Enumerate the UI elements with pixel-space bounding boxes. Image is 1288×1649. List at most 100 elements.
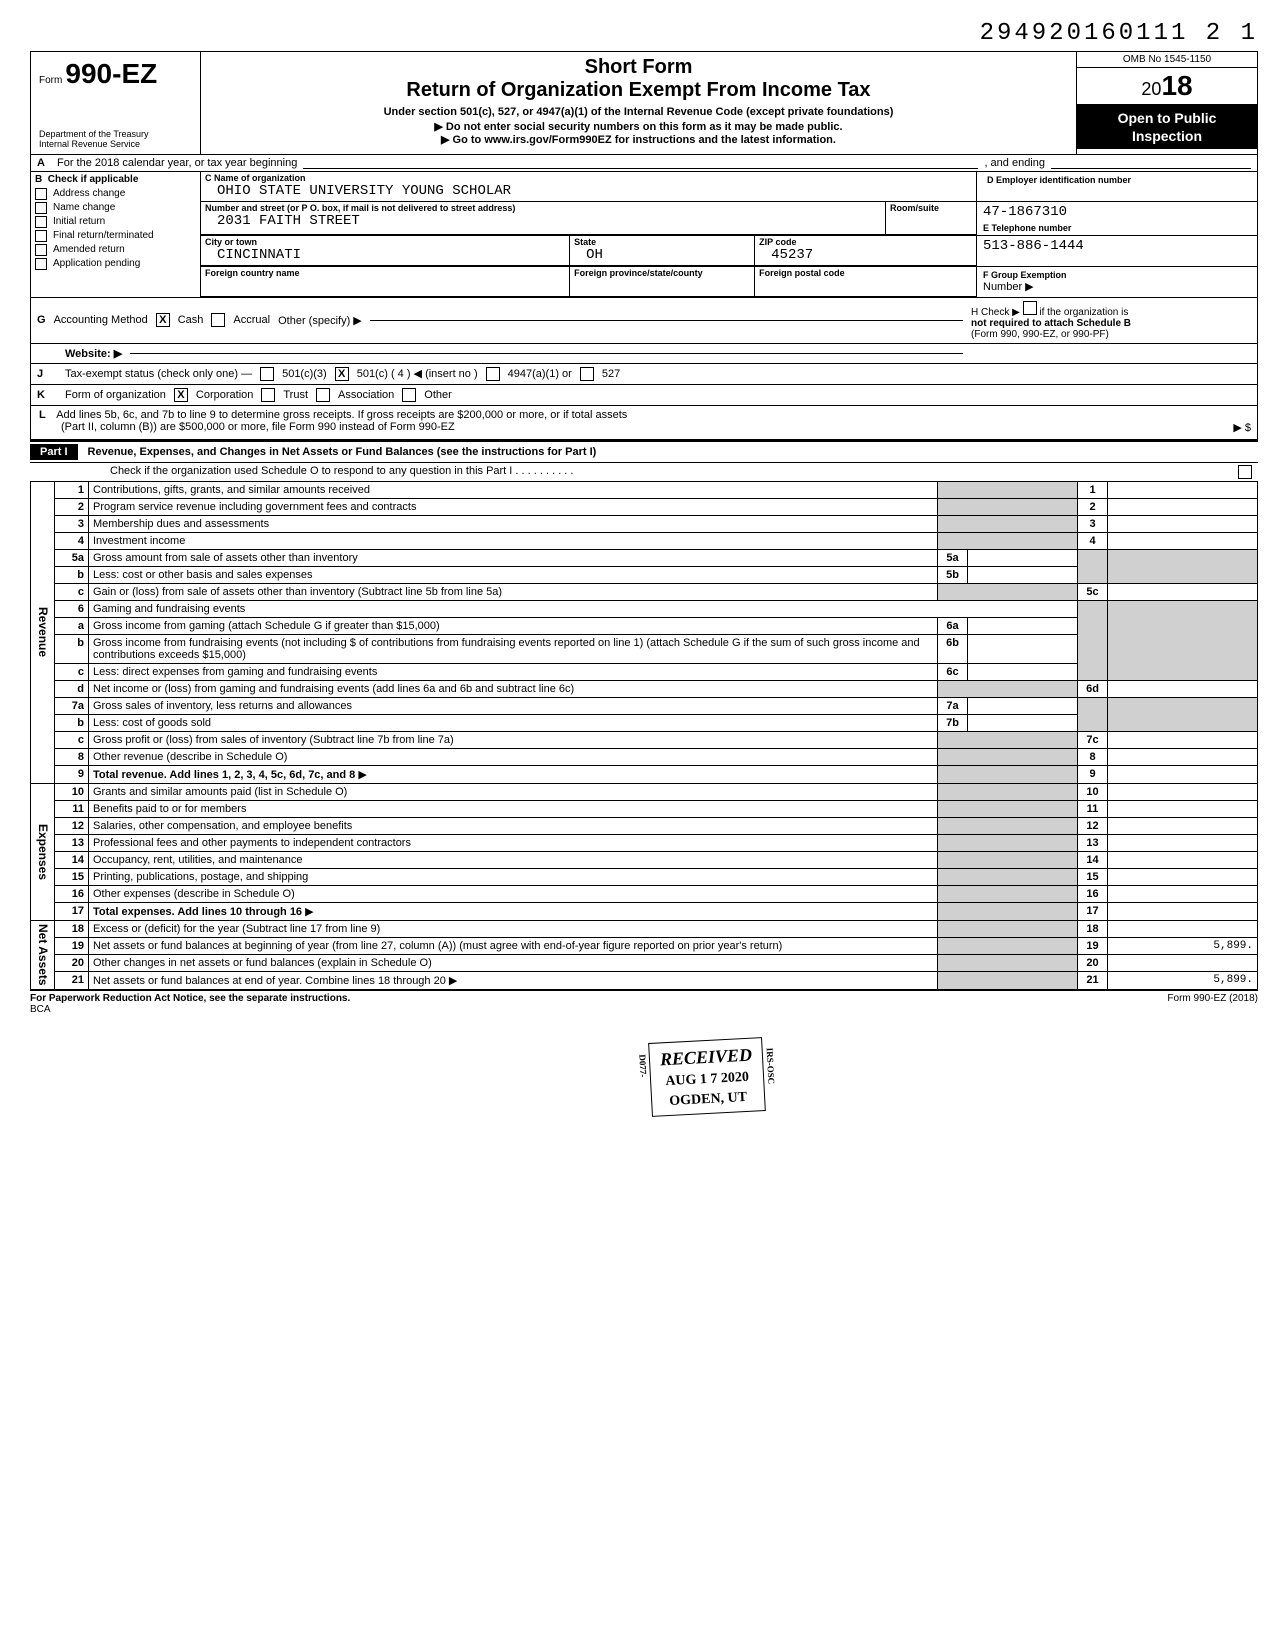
title-short: Short Form — [211, 56, 1066, 79]
omb: OMB No 1545-1150 — [1077, 52, 1257, 68]
part1-title: Revenue, Expenses, and Changes in Net As… — [88, 446, 597, 458]
table-row: 14Occupancy, rent, utilities, and mainte… — [31, 851, 1258, 868]
chk-other-org[interactable] — [402, 388, 416, 402]
street-address: 2031 FAITH STREET — [201, 213, 885, 231]
table-row: 9Total revenue. Add lines 1, 2, 3, 4, 5c… — [31, 765, 1258, 783]
side-net-assets: Net Assets — [31, 920, 55, 989]
chk-h[interactable] — [1023, 301, 1037, 315]
label-f-num: Number ▶ — [983, 280, 1251, 293]
table-row: 19Net assets or fund balances at beginni… — [31, 937, 1258, 954]
form-id-box: Form 990-EZ Department of the Treasury I… — [31, 52, 201, 154]
table-row: 17Total expenses. Add lines 10 through 1… — [31, 902, 1258, 920]
side-expenses: Expenses — [31, 783, 55, 920]
label-l: L — [39, 409, 46, 421]
label-d: D Employer identification number — [983, 174, 1251, 185]
chk-amended-return[interactable]: Amended return — [31, 243, 200, 257]
label-state: State — [570, 236, 754, 247]
label-h: H Check ▶ — [971, 307, 1020, 318]
chk-527[interactable] — [580, 367, 594, 381]
label-c-name: C Name of organization — [201, 172, 976, 183]
form-word: Form — [39, 75, 62, 86]
accounting-method-label: Accounting Method — [54, 314, 148, 326]
label-4947: 4947(a)(1) or — [508, 368, 572, 380]
label-city: City or town — [201, 236, 569, 247]
table-row: 16Other expenses (describe in Schedule O… — [31, 885, 1258, 902]
title-donot: ▶ Do not enter social security numbers o… — [211, 120, 1066, 133]
title-return: Return of Organization Exempt From Incom… — [211, 79, 1066, 102]
other-method-input[interactable] — [370, 320, 963, 321]
row-g: G Accounting Method XCash Accrual Other … — [30, 297, 1258, 343]
table-row: 11Benefits paid to or for members11 — [31, 800, 1258, 817]
label-assoc: Association — [338, 389, 394, 401]
chk-assoc[interactable] — [316, 388, 330, 402]
chk-trust[interactable] — [261, 388, 275, 402]
chk-501c3[interactable] — [260, 367, 274, 381]
label-b: B — [35, 174, 42, 185]
table-row: 2Program service revenue including gover… — [31, 498, 1258, 515]
row-website: Website: ▶ — [30, 343, 1258, 363]
tax-year-end[interactable] — [1051, 157, 1251, 169]
line-20-desc: Other changes in net assets or fund bala… — [93, 957, 432, 969]
line-19-desc: Net assets or fund balances at beginning… — [93, 940, 782, 952]
chk-4947[interactable] — [486, 367, 500, 381]
received-stamp: D077- RECEIVED AUG 1 7 2020 OGDEN, UT IR… — [648, 1037, 766, 1117]
label-room: Room/suite — [886, 202, 976, 213]
open-line1: Open to Public — [1079, 109, 1255, 127]
label-e: E Telephone number — [983, 222, 1251, 233]
tax-exempt-label: Tax-exempt status (check only one) — — [65, 368, 252, 380]
chk-final-return[interactable]: Final return/terminated — [31, 229, 200, 243]
chk-schedule-o-part1[interactable] — [1238, 465, 1252, 479]
part1-sub-text: Check if the organization used Schedule … — [110, 465, 573, 477]
checkbox-icon[interactable] — [35, 188, 47, 200]
form-header: Form 990-EZ Department of the Treasury I… — [30, 51, 1258, 154]
line-6-desc: Gaming and fundraising events — [93, 603, 245, 615]
zip: 45237 — [755, 247, 976, 265]
chk-address-change[interactable]: Address change — [31, 187, 200, 201]
chk-name-change[interactable]: Name change — [31, 201, 200, 215]
checkbox-icon[interactable] — [35, 202, 47, 214]
footer-bca: BCA — [30, 1004, 51, 1015]
table-row: cGain or (loss) from sale of assets othe… — [31, 583, 1258, 600]
checkbox-icon[interactable] — [35, 230, 47, 242]
table-row: Expenses 10Grants and similar amounts pa… — [31, 783, 1258, 800]
line-21-desc: Net assets or fund balances at end of ye… — [93, 975, 446, 987]
table-row: cLess: direct expenses from gaming and f… — [31, 663, 1258, 680]
stamp-side2: IRS-OSC — [763, 1047, 777, 1084]
part1-tag: Part I — [30, 444, 78, 460]
title-under: Under section 501(c), 527, or 4947(a)(1)… — [211, 106, 1066, 118]
chk-501c[interactable]: X — [335, 367, 349, 381]
ein: 47-1867310 — [983, 204, 1251, 222]
label-corp: Corporation — [196, 389, 253, 401]
line-8-desc: Other revenue (describe in Schedule O) — [93, 751, 287, 763]
label-527: 527 — [602, 368, 620, 380]
chk-corp[interactable]: X — [174, 388, 188, 402]
checkbox-icon[interactable] — [35, 244, 47, 256]
l-text2: (Part II, column (B)) are $500,000 or mo… — [61, 421, 455, 433]
line-5b-desc: Less: cost or other basis and sales expe… — [93, 569, 313, 581]
l-arrow: ▶ $ — [1233, 421, 1251, 434]
chk-cash[interactable]: X — [156, 313, 170, 327]
chk-initial-return[interactable]: Initial return — [31, 215, 200, 229]
line-12-desc: Salaries, other compensation, and employ… — [93, 820, 352, 832]
dln: 294920160111 2 1 — [30, 20, 1258, 47]
table-row: cGross profit or (loss) from sales of in… — [31, 731, 1258, 748]
table-row: 8Other revenue (describe in Schedule O)8 — [31, 748, 1258, 765]
h-line3: not required to attach Schedule B — [971, 318, 1131, 329]
chk-accrual[interactable] — [211, 313, 225, 327]
tax-year: 20201818 — [1077, 68, 1257, 105]
phone: 513-886-1444 — [983, 238, 1251, 256]
line-4-desc: Investment income — [93, 535, 185, 547]
line-18-desc: Excess or (deficit) for the year (Subtra… — [93, 923, 380, 935]
stamp-location: OGDEN, UT — [662, 1087, 755, 1111]
dept-block: Department of the Treasury Internal Reve… — [39, 130, 192, 150]
checkbox-icon[interactable] — [35, 216, 47, 228]
label-addr: Number and street (or P O. box, if mail … — [201, 202, 885, 213]
chk-application-pending[interactable]: Application pending — [31, 257, 200, 271]
table-row: 12Salaries, other compensation, and empl… — [31, 817, 1258, 834]
row-a-end: , and ending — [984, 157, 1045, 169]
tax-year-begin[interactable] — [303, 157, 978, 169]
table-row: 15Printing, publications, postage, and s… — [31, 868, 1258, 885]
checkbox-icon[interactable] — [35, 258, 47, 270]
website-input[interactable] — [130, 353, 963, 354]
line-3-desc: Membership dues and assessments — [93, 518, 269, 530]
